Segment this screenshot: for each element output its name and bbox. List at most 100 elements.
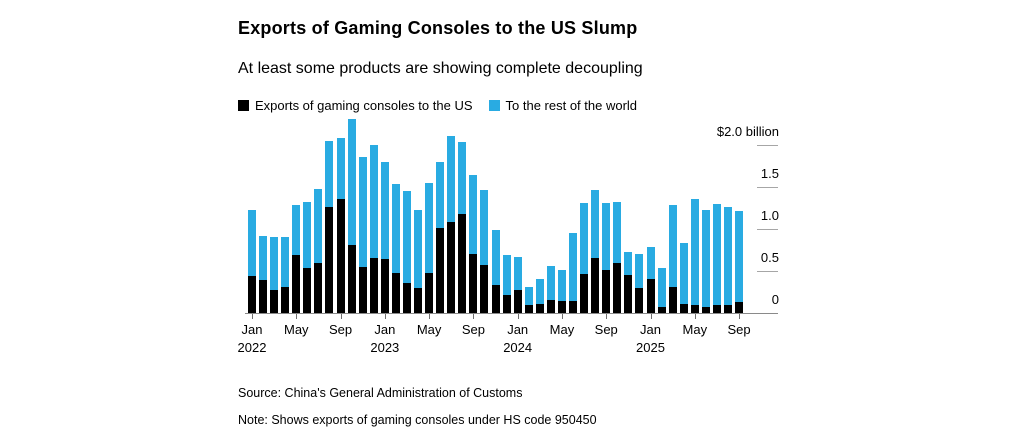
bar-nov-2022 xyxy=(358,157,367,313)
y-tick-1 xyxy=(757,229,778,230)
x-year-label-2024: 2024 xyxy=(503,340,533,355)
x-tick-32 xyxy=(606,314,608,319)
x-tick-36 xyxy=(650,314,652,319)
bar-segment-us xyxy=(391,273,400,313)
bar-dec-2023 xyxy=(502,255,511,313)
bar-segment-us xyxy=(491,285,500,313)
x-tick-label-0: Jan xyxy=(241,322,263,337)
bar-segment-row xyxy=(557,270,566,301)
x-tick-40 xyxy=(694,314,696,319)
x-tick-12 xyxy=(384,314,386,319)
bar-segment-us xyxy=(724,305,732,313)
bar-segment-row xyxy=(436,162,445,228)
bar-may-2024 xyxy=(557,270,566,313)
bar-segment-us xyxy=(303,268,312,313)
bar-segment-row xyxy=(281,237,290,287)
bar-segment-row xyxy=(679,243,688,304)
y-tick-label-0: 0 xyxy=(771,292,779,307)
bar-segment-row xyxy=(336,138,345,199)
bar-feb-2025 xyxy=(657,268,666,313)
x-tick-label-16: May xyxy=(416,322,442,337)
bar-sep-2023 xyxy=(469,175,478,313)
bar-segment-us xyxy=(469,254,478,313)
bar-segment-us xyxy=(425,273,434,313)
legend: Exports of gaming consoles to the US To … xyxy=(238,98,637,113)
y-tick-label-0.5: 0.5 xyxy=(760,250,779,265)
bar-apr-2025 xyxy=(679,243,688,313)
bar-segment-row xyxy=(447,136,456,222)
bar-jan-2023 xyxy=(380,162,389,313)
bar-segment-us xyxy=(292,255,301,313)
bar-segment-row xyxy=(480,190,489,265)
bar-segment-row xyxy=(491,230,500,285)
bars-layer xyxy=(247,113,749,313)
bar-segment-us xyxy=(580,274,589,313)
bar-segment-us xyxy=(613,263,622,313)
bar-segment-row xyxy=(668,205,677,287)
bar-nov-2023 xyxy=(491,230,500,313)
x-tick-24 xyxy=(517,314,519,319)
y-tick-2 xyxy=(757,145,778,146)
x-tick-label-32: Sep xyxy=(594,322,618,337)
bar-segment-row xyxy=(469,175,478,254)
bar-segment-row xyxy=(502,255,511,295)
bar-segment-us xyxy=(546,300,555,313)
bar-aug-2024 xyxy=(591,190,600,313)
legend-item-us: Exports of gaming consoles to the US xyxy=(238,98,473,113)
bar-jan-2025 xyxy=(646,247,655,313)
bar-aug-2023 xyxy=(458,142,467,313)
bar-oct-2022 xyxy=(347,119,356,313)
bar-may-2022 xyxy=(292,205,301,313)
bar-segment-row xyxy=(369,145,378,258)
x-tick-44 xyxy=(739,314,741,319)
bar-segment-row xyxy=(535,279,544,304)
bar-segment-row xyxy=(458,142,467,214)
bar-mar-2025 xyxy=(668,205,677,313)
bar-segment-us xyxy=(325,207,334,313)
legend-label-us: Exports of gaming consoles to the US xyxy=(255,98,473,113)
bar-segment-row xyxy=(546,266,555,300)
bar-jan-2022 xyxy=(248,210,256,313)
y-tick-label-1.5: 1.5 xyxy=(760,166,779,181)
bar-segment-us xyxy=(458,214,467,313)
note-text: Note: Shows exports of gaming consoles u… xyxy=(238,413,597,427)
bar-segment-row xyxy=(314,189,323,263)
bar-segment-us xyxy=(480,265,489,313)
bar-dec-2022 xyxy=(369,145,378,313)
bar-segment-row xyxy=(248,210,256,276)
bar-segment-row xyxy=(624,252,633,275)
x-tick-label-4: May xyxy=(283,322,309,337)
bar-segment-row xyxy=(701,210,710,307)
bar-segment-row xyxy=(580,203,589,274)
bar-sep-2022 xyxy=(336,138,345,313)
bar-segment-us xyxy=(248,276,256,313)
bar-segment-us xyxy=(657,307,666,313)
bar-segment-us xyxy=(358,267,367,313)
bar-segment-row xyxy=(292,205,301,255)
bar-aug-2022 xyxy=(325,141,334,313)
bar-segment-us xyxy=(569,301,578,313)
bar-oct-2023 xyxy=(480,190,489,313)
source-text: Source: China's General Administration o… xyxy=(238,386,523,400)
bar-jul-2024 xyxy=(580,203,589,313)
bar-segment-row xyxy=(425,183,434,273)
bar-segment-us xyxy=(414,288,423,313)
x-tick-label-12: Jan xyxy=(374,322,396,337)
bar-feb-2024 xyxy=(524,287,533,313)
bar-sep-2024 xyxy=(602,203,611,313)
bar-segment-us xyxy=(369,258,378,313)
bar-segment-row xyxy=(657,268,666,307)
bar-segment-row xyxy=(724,207,732,305)
bar-apr-2023 xyxy=(414,210,423,313)
x-tick-8 xyxy=(340,314,342,319)
bar-jun-2022 xyxy=(303,202,312,313)
bar-segment-us xyxy=(557,301,566,313)
x-tick-0 xyxy=(252,314,253,319)
bar-segment-row xyxy=(569,233,578,301)
x-tick-label-40: May xyxy=(682,322,708,337)
x-year-label-2025: 2025 xyxy=(636,340,665,355)
bar-aug-2025 xyxy=(724,207,732,313)
bar-segment-row xyxy=(735,211,744,302)
y-tick-1.5 xyxy=(757,187,778,188)
